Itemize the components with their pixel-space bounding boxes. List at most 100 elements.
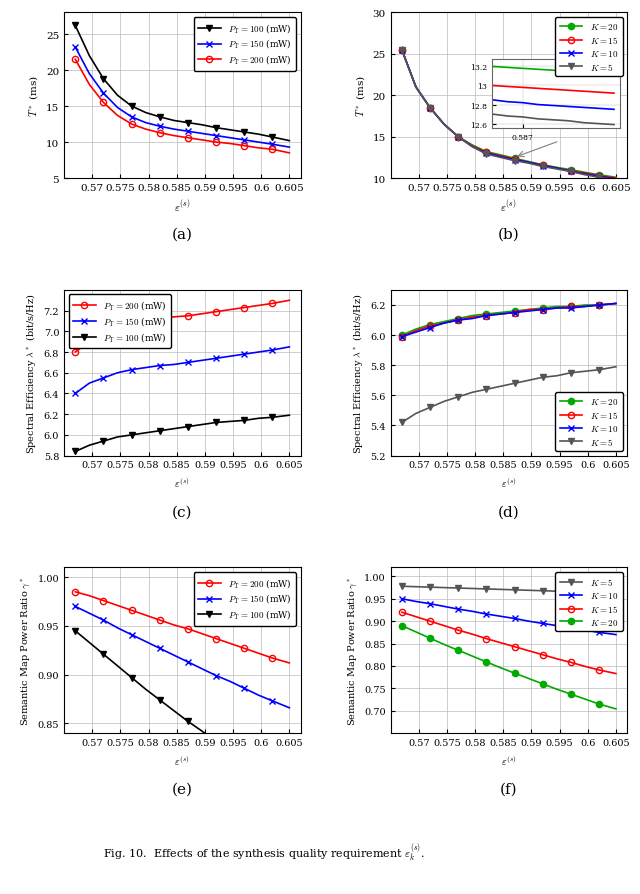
$K = 20$ [525, 157, 532, 168]
$K = 5$ [511, 585, 518, 595]
$P_\mathrm{T} = 150$ (mW) [142, 363, 150, 374]
$K = 5$ [426, 103, 434, 114]
$K = 20$ [553, 163, 561, 173]
$K = 15$ [567, 302, 575, 313]
$K = 10$ [539, 161, 547, 172]
$K = 10$ [483, 148, 490, 159]
$K = 15$ [567, 657, 575, 668]
Line: $P_\mathrm{T} = 200$ (mW): $P_\mathrm{T} = 200$ (mW) [72, 589, 292, 666]
$K = 15$ [398, 332, 406, 342]
$P_\mathrm{T} = 150$ (mW) [198, 663, 206, 674]
$K = 5$ [612, 175, 620, 186]
$K = 5$ [511, 378, 518, 389]
$K = 10$ [525, 307, 532, 317]
$P_\mathrm{T} = 200$ (mW) [100, 330, 108, 341]
$P_\mathrm{T} = 150$ (mW) [269, 345, 276, 356]
$P_\mathrm{T} = 100$ (mW) [198, 121, 206, 131]
$K = 15$ [612, 299, 620, 309]
$K = 5$ [398, 581, 406, 592]
$K = 5$ [581, 367, 589, 377]
$K = 20$ [595, 300, 603, 311]
$K = 15$ [426, 321, 434, 332]
$K = 10$ [398, 46, 406, 56]
$K = 5$ [497, 585, 504, 595]
$P_\mathrm{T} = 150$ (mW) [72, 389, 79, 400]
$K = 5$ [525, 375, 532, 386]
$K = 20$ [511, 307, 518, 317]
$P_\mathrm{T} = 150$ (mW) [184, 657, 192, 668]
$P_\mathrm{T} = 100$ (mW) [142, 108, 150, 119]
$K = 15$ [398, 607, 406, 618]
$P_\mathrm{T} = 100$ (mW) [212, 123, 220, 134]
$K = 15$ [539, 650, 547, 661]
$K = 15$ [468, 629, 476, 640]
$K = 20$ [412, 627, 420, 637]
$K = 5$ [612, 362, 620, 373]
$P_\mathrm{T} = 150$ (mW) [255, 138, 262, 148]
$K = 15$ [511, 308, 518, 318]
$K = 15$ [497, 309, 504, 320]
$P_\mathrm{T} = 100$ (mW) [285, 136, 293, 147]
$K = 10$ [497, 152, 504, 163]
$P_\mathrm{T} = 150$ (mW) [227, 677, 234, 687]
$P_\mathrm{T} = 200$ (mW) [184, 133, 192, 144]
$K = 20$ [412, 325, 420, 335]
$K = 5$ [468, 142, 476, 153]
$K = 5$ [567, 586, 575, 597]
$K = 20$ [567, 165, 575, 176]
$K = 20$ [581, 300, 589, 311]
$P_\mathrm{T} = 100$ (mW) [198, 419, 206, 430]
$P_\mathrm{T} = 200$ (mW) [198, 309, 206, 320]
$P_\mathrm{T} = 150$ (mW) [170, 359, 178, 370]
$K = 10$ [440, 602, 448, 612]
$P_\mathrm{T} = 200$ (mW) [255, 300, 262, 311]
X-axis label: $\varepsilon^{(s)}$: $\varepsilon^{(s)}$ [501, 753, 517, 767]
$K = 10$ [612, 299, 620, 309]
$K = 20$ [581, 694, 589, 704]
$P_\mathrm{T} = 200$ (mW) [269, 145, 276, 156]
$P_\mathrm{T} = 200$ (mW) [227, 638, 234, 649]
$P_\mathrm{T} = 100$ (mW) [114, 661, 122, 671]
$K = 5$ [440, 583, 448, 594]
$P_\mathrm{T} = 100$ (mW) [128, 102, 136, 113]
$K = 10$ [539, 619, 547, 629]
$K = 10$ [468, 314, 476, 325]
$P_\mathrm{T} = 100$ (mW) [269, 412, 276, 423]
X-axis label: $\varepsilon^{(s)}$: $\varepsilon^{(s)}$ [174, 198, 191, 215]
X-axis label: $\varepsilon^{(s)}$: $\varepsilon^{(s)}$ [174, 476, 190, 490]
$P_\mathrm{T} = 200$ (mW) [86, 337, 93, 348]
$P_\mathrm{T} = 100$ (mW) [184, 716, 192, 727]
$P_\mathrm{T} = 100$ (mW) [128, 430, 136, 441]
$K = 10$ [454, 316, 462, 326]
$P_\mathrm{T} = 200$ (mW) [212, 138, 220, 148]
Line: $P_\mathrm{T} = 100$ (mW): $P_\mathrm{T} = 100$ (mW) [72, 23, 292, 145]
$K = 10$ [525, 616, 532, 627]
$P_\mathrm{T} = 150$ (mW) [128, 113, 136, 123]
$P_\mathrm{T} = 150$ (mW) [285, 142, 293, 153]
$K = 20$ [553, 302, 561, 313]
$K = 5$ [468, 387, 476, 398]
Legend: $P_\mathrm{T} = 200$ (mW), $P_\mathrm{T} = 150$ (mW), $P_\mathrm{T} = 100$ (mW): $P_\mathrm{T} = 200$ (mW), $P_\mathrm{T}… [194, 572, 296, 626]
$P_\mathrm{T} = 200$ (mW) [241, 643, 248, 654]
$K = 20$ [468, 311, 476, 322]
$P_\mathrm{T} = 150$ (mW) [198, 129, 206, 139]
Line: $K = 10$: $K = 10$ [398, 47, 620, 183]
$K = 10$ [412, 327, 420, 338]
$K = 15$ [483, 311, 490, 322]
$P_\mathrm{T} = 100$ (mW) [170, 705, 178, 716]
$K = 10$ [581, 169, 589, 180]
$P_\mathrm{T} = 200$ (mW) [114, 325, 122, 335]
Y-axis label: $T^*$ (ms): $T^*$ (ms) [28, 75, 40, 117]
X-axis label: $\varepsilon^{(s)}$: $\varepsilon^{(s)}$ [501, 476, 517, 490]
$K = 20$ [612, 299, 620, 309]
$P_\mathrm{T} = 200$ (mW) [241, 141, 248, 152]
$P_\mathrm{T} = 150$ (mW) [100, 373, 108, 384]
Legend: $K = 20$, $K = 15$, $K = 10$, $K = 5$: $K = 20$, $K = 15$, $K = 10$, $K = 5$ [556, 392, 623, 451]
$K = 5$ [525, 158, 532, 169]
$K = 5$ [595, 365, 603, 375]
$K = 5$ [553, 164, 561, 175]
Line: $P_\mathrm{T} = 100$ (mW): $P_\mathrm{T} = 100$ (mW) [72, 628, 292, 794]
$K = 20$ [426, 320, 434, 331]
$K = 15$ [525, 157, 532, 168]
$P_\mathrm{T} = 200$ (mW) [72, 347, 79, 358]
